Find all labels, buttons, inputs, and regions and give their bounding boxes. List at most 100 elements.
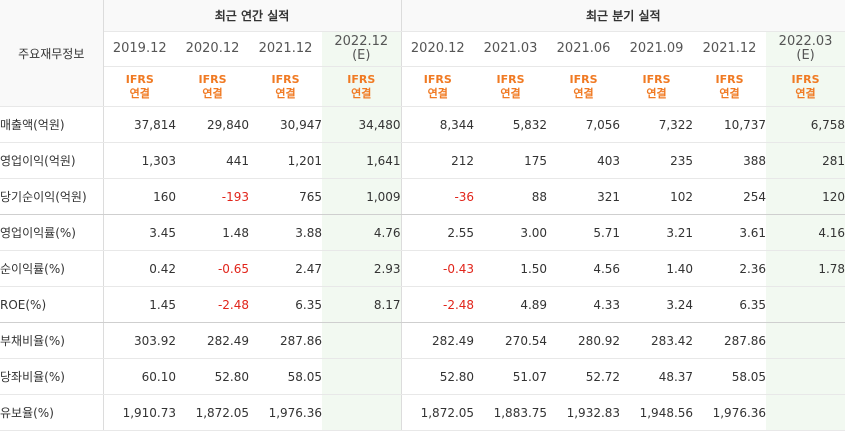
value-cell: 34,480	[322, 106, 402, 143]
standard-header-row: IFRS 연결 IFRS 연결 IFRS 연결 IFRS 연결 IFRS 연결 IFRS 연결 IFRS…	[0, 66, 845, 107]
accounting-standard: IFRS 연결	[249, 66, 322, 107]
corner-label: 주요재무정보	[0, 0, 104, 107]
value-cell: 58.05	[249, 358, 322, 395]
table-body: 매출액(억원) 37,814 29,840 30,947 34,480 8,344 5,83…	[0, 106, 845, 431]
value-cell: 1,009	[322, 178, 402, 215]
estimate-marker: (E)	[796, 48, 815, 63]
value-cell: 212	[401, 142, 475, 179]
value-cell: 58.05	[693, 358, 767, 395]
value-cell: 2.47	[249, 250, 322, 287]
value-cell	[766, 322, 845, 359]
value-cell: 3.24	[620, 286, 694, 323]
value-cell: 1,948.56	[620, 394, 694, 431]
period-header-row: 2019.12 2020.12 2021.12 2022.12 (E) 2020.12 20…	[0, 31, 845, 67]
period-label: 2022.12	[334, 34, 389, 49]
value-cell: 4.76	[322, 214, 402, 251]
consolidation-label: 연결	[573, 86, 594, 100]
value-cell: -2.48	[176, 286, 249, 323]
row-label: 영업이익률(%)	[0, 214, 104, 251]
value-cell: 3.45	[103, 214, 176, 251]
value-cell: 254	[693, 178, 767, 215]
value-cell: 2.55	[401, 214, 475, 251]
period-header: 2020.12	[401, 31, 475, 67]
table-row: 당기순이익(억원) 160 -193 765 1,009 -36 88 321 102 254 12…	[0, 178, 845, 215]
value-cell: 6.35	[693, 286, 767, 323]
period-label: 2021.09	[629, 41, 684, 56]
accounting-standard: IFRS 연결	[103, 66, 176, 107]
period-label: 2021.06	[556, 41, 611, 56]
table-row: 당좌비율(%) 60.10 52.80 58.05 52.80 51.07 52.72 48.…	[0, 358, 845, 395]
value-cell: 287.86	[693, 322, 767, 359]
value-cell: 2.93	[322, 250, 402, 287]
value-cell: 4.33	[547, 286, 621, 323]
value-cell: 160	[103, 178, 176, 215]
value-cell: 303.92	[103, 322, 176, 359]
consolidation-label: 연결	[275, 86, 296, 100]
value-cell: 2.36	[693, 250, 767, 287]
value-cell: 4.56	[547, 250, 621, 287]
value-cell: 4.16	[766, 214, 845, 251]
period-label: 2019.12	[112, 41, 167, 56]
period-header: 2021.09	[620, 31, 694, 67]
consolidation-label: 연결	[646, 86, 667, 100]
value-cell: 235	[620, 142, 694, 179]
period-header: 2019.12	[103, 31, 176, 67]
value-cell: 52.72	[547, 358, 621, 395]
accounting-standard: IFRS 연결	[693, 66, 767, 107]
period-label: 2020.12	[410, 41, 465, 56]
value-cell: 1,976.36	[693, 394, 767, 431]
row-label: 부채비율(%)	[0, 322, 104, 359]
value-cell: 1,303	[103, 142, 176, 179]
value-cell: 283.42	[620, 322, 694, 359]
value-cell	[766, 286, 845, 323]
period-label: 2021.12	[258, 41, 313, 56]
period-header: 2022.12 (E)	[322, 31, 402, 67]
value-cell: 1,641	[322, 142, 402, 179]
table-row: 유보율(%) 1,910.73 1,872.05 1,976.36 1,872.05 1,…	[0, 394, 845, 431]
value-cell: -2.48	[401, 286, 475, 323]
standard-label: IFRS	[496, 72, 525, 86]
period-label: 2021.03	[483, 41, 538, 56]
value-cell: 3.88	[249, 214, 322, 251]
accounting-standard: IFRS 연결	[176, 66, 249, 107]
row-label: 영업이익(억원)	[0, 142, 104, 179]
value-cell: 403	[547, 142, 621, 179]
value-cell: 321	[547, 178, 621, 215]
value-cell: 1,910.73	[103, 394, 176, 431]
value-cell: 441	[176, 142, 249, 179]
consolidation-label: 연결	[427, 86, 448, 100]
value-cell: 282.49	[401, 322, 475, 359]
period-header: 2021.12	[249, 31, 322, 67]
row-label: ROE(%)	[0, 286, 104, 323]
standard-label: IFRS	[715, 72, 744, 86]
value-cell: 5.71	[547, 214, 621, 251]
value-cell: 280.92	[547, 322, 621, 359]
value-cell: 1,976.36	[249, 394, 322, 431]
estimate-marker: (E)	[352, 48, 371, 63]
value-cell: 1.48	[176, 214, 249, 251]
standard-label: IFRS	[423, 72, 452, 86]
consolidation-label: 연결	[500, 86, 521, 100]
table-row: 순이익률(%) 0.42 -0.65 2.47 2.93 -0.43 1.50 4.56 1.4…	[0, 250, 845, 287]
value-cell: 3.00	[474, 214, 548, 251]
standard-label: IFRS	[347, 72, 376, 86]
value-cell: -36	[401, 178, 475, 215]
value-cell: 30,947	[249, 106, 322, 143]
value-cell: 88	[474, 178, 548, 215]
row-label: 당기순이익(억원)	[0, 178, 104, 215]
annual-group-header: 최근 연간 실적	[103, 0, 402, 32]
value-cell: -193	[176, 178, 249, 215]
value-cell: 52.80	[176, 358, 249, 395]
value-cell	[322, 394, 402, 431]
value-cell: 270.54	[474, 322, 548, 359]
period-header: 2021.06	[547, 31, 621, 67]
standard-label: IFRS	[791, 72, 820, 86]
value-cell	[766, 358, 845, 395]
period-label: 2020.12	[185, 41, 240, 56]
value-cell: -0.65	[176, 250, 249, 287]
value-cell: 1.78	[766, 250, 845, 287]
standard-label: IFRS	[569, 72, 598, 86]
standard-label: IFRS	[125, 72, 154, 86]
value-cell: 175	[474, 142, 548, 179]
value-cell: 388	[693, 142, 767, 179]
